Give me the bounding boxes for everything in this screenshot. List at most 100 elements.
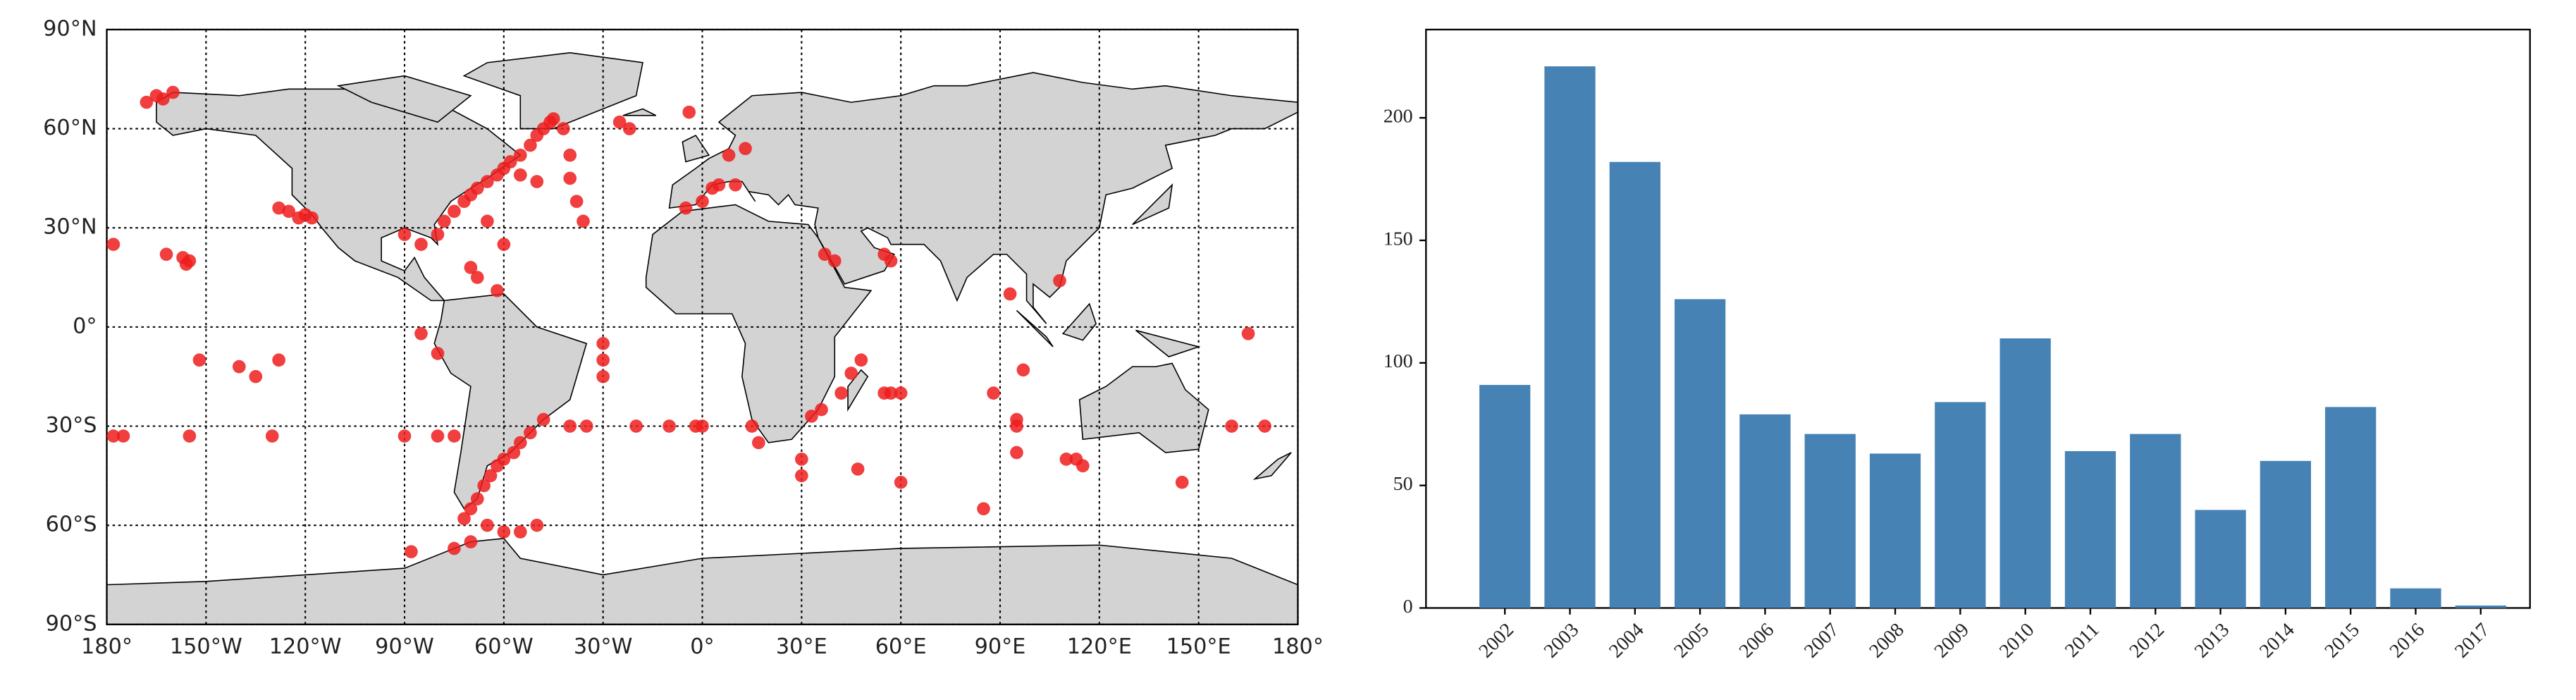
x-tick-label: 2013 xyxy=(2190,619,2233,662)
point xyxy=(1016,363,1030,377)
point xyxy=(513,525,527,539)
point xyxy=(265,429,279,443)
point xyxy=(524,138,537,152)
point xyxy=(272,353,285,367)
point xyxy=(612,115,627,129)
australia xyxy=(1080,363,1209,453)
point xyxy=(569,195,584,209)
bar xyxy=(1869,453,1921,608)
point xyxy=(563,148,577,162)
point xyxy=(398,429,412,443)
point xyxy=(1225,419,1238,433)
bar xyxy=(1674,299,1726,608)
point xyxy=(739,142,752,156)
x-tick-label: 180° xyxy=(81,634,133,659)
point xyxy=(1258,419,1271,433)
point xyxy=(1241,326,1255,340)
point xyxy=(106,238,121,251)
y-tick-label: 0° xyxy=(73,314,97,338)
point xyxy=(431,228,445,241)
point xyxy=(192,353,207,367)
bar xyxy=(2325,407,2377,608)
point xyxy=(844,367,858,380)
point xyxy=(414,238,428,251)
islands xyxy=(338,76,1291,479)
point xyxy=(140,95,154,109)
point xyxy=(464,502,478,516)
greenland xyxy=(464,53,643,129)
x-tick-label: 2003 xyxy=(1540,619,1583,662)
x-tick-label: 120°W xyxy=(269,634,342,659)
bar xyxy=(1999,338,2051,608)
bar xyxy=(2260,460,2312,608)
point xyxy=(431,347,445,360)
x-tick-label: 0° xyxy=(690,634,714,659)
y-tick-label: 30°N xyxy=(43,215,97,240)
y-tick-label: 60°S xyxy=(46,512,97,537)
point xyxy=(116,429,130,443)
y-tick-label: 90°S xyxy=(46,611,97,636)
point xyxy=(503,155,517,168)
point xyxy=(1010,419,1023,433)
point xyxy=(854,353,868,367)
x-tick-label: 2016 xyxy=(2386,619,2429,662)
point xyxy=(249,369,263,383)
bar xyxy=(2064,450,2116,608)
point xyxy=(524,426,537,440)
point xyxy=(497,525,511,539)
point xyxy=(834,386,848,400)
point xyxy=(815,403,828,417)
point xyxy=(491,459,504,473)
x-tick-label: 2008 xyxy=(1865,619,1908,662)
y-tick-label: 50 xyxy=(1393,473,1413,495)
point xyxy=(751,436,765,450)
y-tick-label: 0 xyxy=(1403,596,1413,618)
point xyxy=(1175,475,1189,489)
point xyxy=(563,419,577,433)
x-tick-label: 2011 xyxy=(2061,619,2104,662)
point xyxy=(414,326,428,340)
point xyxy=(183,429,197,443)
point xyxy=(405,545,418,558)
point xyxy=(729,178,742,192)
point xyxy=(438,214,451,228)
point xyxy=(563,171,577,185)
point xyxy=(513,168,527,182)
point xyxy=(884,254,898,268)
x-tick-label: 2015 xyxy=(2321,619,2364,662)
bar xyxy=(2130,434,2181,608)
point xyxy=(530,175,544,188)
bar xyxy=(1739,414,1791,608)
x-tick-label: 2005 xyxy=(1670,619,1713,662)
x-tick-label: 150°E xyxy=(1166,634,1231,659)
point xyxy=(696,195,709,209)
point xyxy=(629,419,643,433)
x-tick-label: 2014 xyxy=(2255,619,2298,662)
point xyxy=(507,446,521,460)
point xyxy=(579,419,593,433)
point xyxy=(1069,453,1083,466)
x-tick-label: 2009 xyxy=(1930,619,1973,662)
point xyxy=(232,360,246,374)
point xyxy=(282,204,296,219)
point xyxy=(448,541,461,555)
point xyxy=(272,201,285,215)
point xyxy=(596,336,610,350)
point xyxy=(166,85,180,99)
point xyxy=(682,105,696,119)
point xyxy=(481,175,494,188)
bar xyxy=(2195,510,2246,608)
point xyxy=(513,148,527,162)
x-tick-label: 2006 xyxy=(1735,619,1778,662)
point xyxy=(795,469,808,483)
x-tick-label: 30°W xyxy=(574,634,633,659)
point xyxy=(977,502,990,516)
point xyxy=(398,228,412,241)
point xyxy=(448,204,461,219)
point xyxy=(530,518,544,532)
point xyxy=(818,247,832,262)
point xyxy=(622,122,636,135)
point xyxy=(305,211,319,225)
y-tick-label: 150 xyxy=(1383,228,1413,250)
